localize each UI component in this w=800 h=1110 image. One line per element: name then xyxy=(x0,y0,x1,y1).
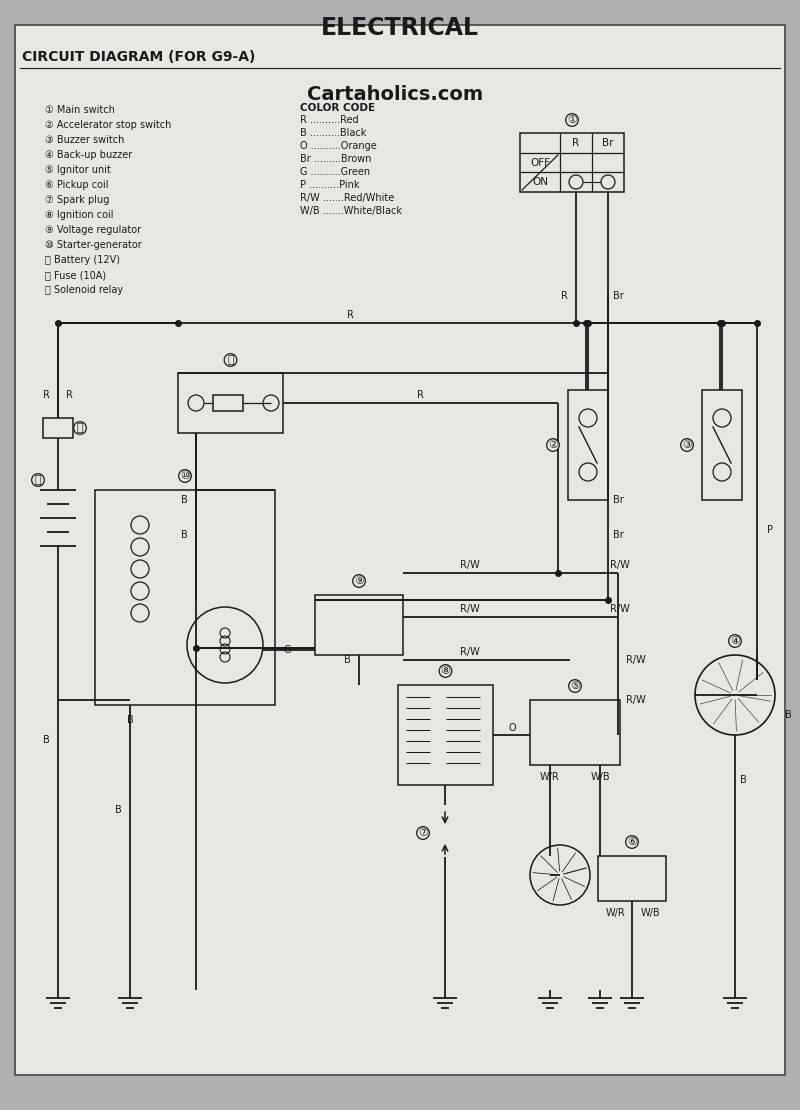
Text: W/R: W/R xyxy=(540,771,560,783)
Text: ON: ON xyxy=(532,176,548,186)
Text: ③ Buzzer switch: ③ Buzzer switch xyxy=(45,135,124,145)
Text: ③: ③ xyxy=(682,440,692,450)
Text: R: R xyxy=(66,390,73,400)
Bar xyxy=(398,685,493,785)
Text: ② Accelerator stop switch: ② Accelerator stop switch xyxy=(45,120,171,130)
Text: ⑧: ⑧ xyxy=(441,666,450,676)
Text: ① Main switch: ① Main switch xyxy=(45,105,115,115)
Text: Cartaholics.com: Cartaholics.com xyxy=(307,84,483,103)
Text: R: R xyxy=(346,310,354,320)
Bar xyxy=(213,395,243,411)
Text: R/W: R/W xyxy=(626,655,646,665)
Bar xyxy=(95,490,275,705)
Text: ELECTRICAL: ELECTRICAL xyxy=(321,16,479,40)
Text: G ..........Green: G ..........Green xyxy=(300,166,370,176)
Text: ⑦: ⑦ xyxy=(418,828,428,838)
Text: ⑫: ⑫ xyxy=(77,423,83,433)
Text: R/W: R/W xyxy=(610,604,630,614)
Text: ⑬: ⑬ xyxy=(227,355,234,365)
Text: ⑥ Pickup coil: ⑥ Pickup coil xyxy=(45,180,109,190)
Text: B: B xyxy=(43,735,50,745)
Text: ⑩ Starter-generator: ⑩ Starter-generator xyxy=(45,240,142,250)
Bar xyxy=(702,390,742,500)
Text: R ..........Red: R ..........Red xyxy=(300,115,358,125)
Text: B: B xyxy=(785,710,792,720)
Text: ⑩: ⑩ xyxy=(180,471,190,481)
Text: B: B xyxy=(126,715,134,725)
Text: ⑥: ⑥ xyxy=(627,837,637,847)
Text: ④ Back-up buzzer: ④ Back-up buzzer xyxy=(45,150,132,160)
Text: R/W: R/W xyxy=(460,604,480,614)
Text: Br: Br xyxy=(613,291,624,301)
Text: B: B xyxy=(740,775,746,785)
Text: B: B xyxy=(115,805,122,815)
Text: Br: Br xyxy=(602,138,614,148)
Text: R/W: R/W xyxy=(610,561,630,571)
Text: ⑧ Ignition coil: ⑧ Ignition coil xyxy=(45,210,114,220)
Text: ②: ② xyxy=(548,440,558,450)
Text: OFF: OFF xyxy=(530,158,550,168)
Text: P: P xyxy=(767,525,773,535)
Text: Br .........Brown: Br .........Brown xyxy=(300,154,371,164)
Text: ⑨: ⑨ xyxy=(354,576,364,586)
Text: CIRCUIT DIAGRAM (FOR G9-A): CIRCUIT DIAGRAM (FOR G9-A) xyxy=(22,50,255,64)
Text: Br: Br xyxy=(613,529,624,539)
Text: W/B: W/B xyxy=(590,771,610,783)
Bar xyxy=(43,418,73,438)
Text: B: B xyxy=(344,655,351,665)
Bar xyxy=(520,133,624,192)
Text: O ..........Orange: O ..........Orange xyxy=(300,141,377,151)
Text: R/W: R/W xyxy=(460,561,480,571)
Bar xyxy=(178,373,283,433)
Text: O: O xyxy=(508,723,516,733)
Text: ⑫ Fuse (10A): ⑫ Fuse (10A) xyxy=(45,270,106,280)
Text: ⑤: ⑤ xyxy=(570,682,580,692)
Text: R: R xyxy=(417,390,423,400)
Text: R: R xyxy=(573,138,579,148)
Text: R/W: R/W xyxy=(626,695,646,705)
Text: ⑪: ⑪ xyxy=(34,475,42,485)
Text: R/W: R/W xyxy=(460,647,480,657)
Text: P ..........Pink: P ..........Pink xyxy=(300,180,359,190)
Text: ⑨ Voltage regulator: ⑨ Voltage regulator xyxy=(45,225,141,235)
Text: COLOR CODE: COLOR CODE xyxy=(300,103,375,113)
Text: Br: Br xyxy=(613,495,624,505)
Text: R/W .......Red/White: R/W .......Red/White xyxy=(300,193,394,203)
Bar xyxy=(315,595,403,655)
Text: W/B .......White/Black: W/B .......White/Black xyxy=(300,206,402,216)
Text: R: R xyxy=(43,390,50,400)
Bar xyxy=(598,856,666,901)
Text: ⑬ Solenoid relay: ⑬ Solenoid relay xyxy=(45,285,123,295)
Text: W/R: W/R xyxy=(606,908,626,918)
Bar xyxy=(530,700,620,765)
Text: ⑦ Spark plug: ⑦ Spark plug xyxy=(45,195,110,205)
Text: B: B xyxy=(182,529,188,539)
Text: W/B: W/B xyxy=(640,908,660,918)
Text: ④: ④ xyxy=(730,636,740,646)
Text: ①: ① xyxy=(567,115,577,125)
Text: B: B xyxy=(182,495,188,505)
Text: ⑪ Battery (12V): ⑪ Battery (12V) xyxy=(45,255,120,265)
Bar xyxy=(568,390,608,500)
Text: G: G xyxy=(283,645,290,655)
Text: B ..........Black: B ..........Black xyxy=(300,128,366,138)
Text: ⑤ Ignitor unit: ⑤ Ignitor unit xyxy=(45,165,111,175)
Text: R: R xyxy=(561,291,568,301)
